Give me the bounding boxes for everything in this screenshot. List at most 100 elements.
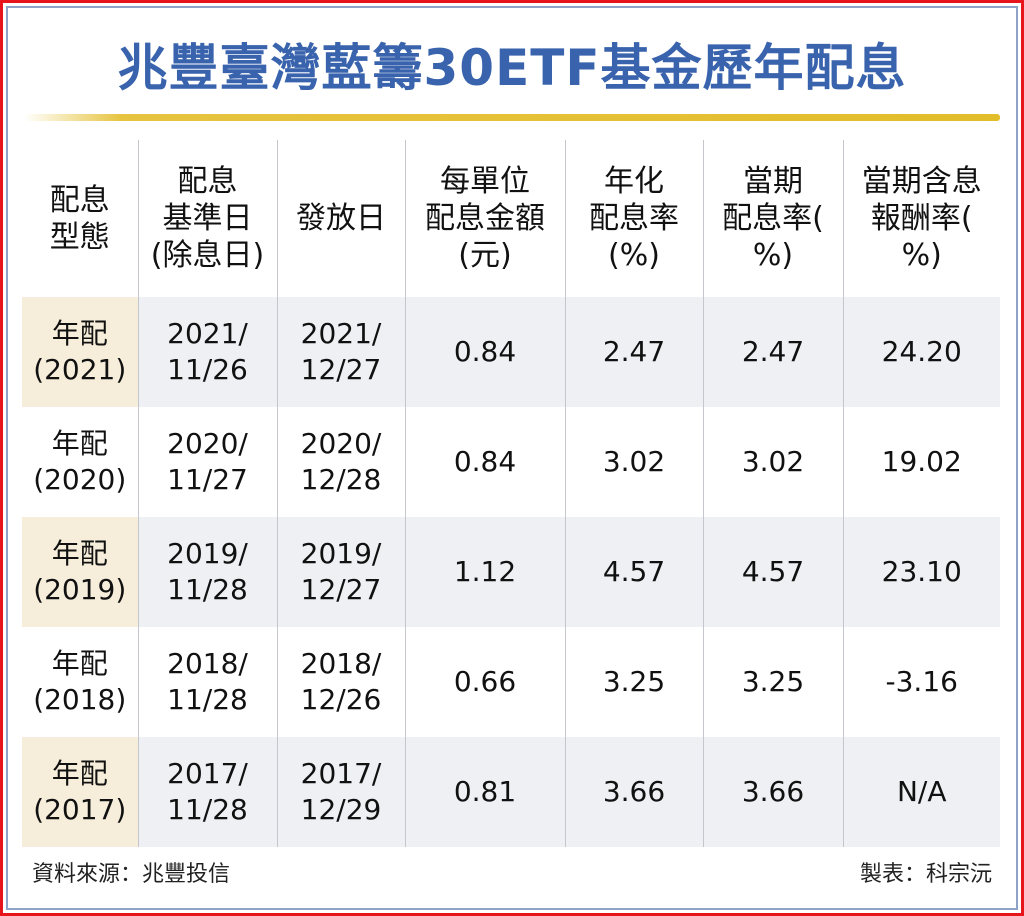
credit-note: 製表：科宗沅 — [859, 862, 992, 887]
cell-line: 12/27 — [300, 353, 382, 386]
cell-period-yield: 3.25 — [702, 627, 843, 737]
cell-pay-date: 2020/12/28 — [276, 407, 405, 517]
header-line: (%) — [608, 238, 660, 273]
cell-line: 11/28 — [167, 683, 248, 716]
header-line: 每單位 — [440, 164, 530, 199]
cell-type: 年配 (2018) — [22, 627, 138, 737]
column-header-amount: 每單位 配息金額 (元) — [404, 140, 565, 297]
header-line: %) — [901, 238, 942, 273]
cell-line: 2018/ — [167, 647, 248, 680]
cell-total-return: 24.20 — [842, 297, 1000, 407]
cell-line: 2020/ — [167, 427, 248, 460]
cell-amount: 0.66 — [404, 627, 565, 737]
header-line: 配息率 — [589, 201, 679, 236]
header-line: 當期含息 — [861, 164, 982, 199]
column-header-pay-date: 發放日 — [276, 140, 405, 297]
cell-annual-yield: 3.66 — [564, 737, 703, 847]
cell-line: (2020) — [33, 463, 127, 496]
cell-line: 2019/ — [300, 537, 382, 570]
cell-line: 12/26 — [300, 683, 382, 716]
cell-line: (2018) — [33, 683, 127, 716]
header-line: 配息金額 — [425, 201, 545, 236]
header-line: 報酬率( — [870, 201, 973, 236]
table-row: 年配 (2021) 2021/11/26 2021/12/27 0.84 2.47 2.47… — [22, 297, 1000, 407]
cell-period-yield: 3.02 — [702, 407, 843, 517]
cell-pay-date: 2019/12/27 — [276, 517, 405, 627]
table-row: 年配 (2017) 2017/11/28 2017/12/29 0.81 3.66 3.66… — [22, 737, 1000, 847]
column-header-type: 配息 型態 — [22, 140, 138, 297]
header-line: 配息率( — [722, 201, 824, 236]
cell-line: (2019) — [33, 573, 127, 606]
cell-type: 年配 (2020) — [22, 407, 138, 517]
cell-pay-date: 2018/12/26 — [276, 627, 405, 737]
header-line: 發放日 — [296, 201, 386, 236]
column-header-period-yield: 當期 配息率(%) — [702, 140, 843, 297]
table-row: 年配 (2020) 2020/11/27 2020/12/28 0.84 3.02 3.02… — [22, 407, 1000, 517]
cell-annual-yield: 3.02 — [564, 407, 703, 517]
cell-line: 11/26 — [167, 353, 248, 386]
cell-amount: 0.81 — [404, 737, 565, 847]
cell-pay-date: 2021/12/27 — [276, 297, 405, 407]
cell-line: 2021/ — [300, 317, 382, 350]
column-header-total-return: 當期含息 報酬率(%) — [842, 140, 1000, 297]
header-line: 當期 — [743, 164, 803, 199]
header-line: 基準日 — [162, 201, 253, 236]
table-row: 年配 (2019) 2019/11/28 2019/12/27 1.12 4.57 4.57… — [22, 517, 1000, 627]
cell-period-yield: 4.57 — [702, 517, 843, 627]
source-note: 資料來源：兆豐投信 — [32, 862, 231, 887]
cell-amount: 1.12 — [404, 517, 565, 627]
header-line: %) — [752, 238, 794, 273]
cell-ex-date: 2020/11/27 — [137, 407, 277, 517]
cell-total-return: -3.16 — [842, 627, 1000, 737]
cell-line: 年配 — [51, 757, 108, 790]
cell-line: 年配 — [51, 427, 108, 460]
cell-line: 12/27 — [300, 573, 382, 606]
cell-annual-yield: 2.47 — [564, 297, 703, 407]
header-row: 配息 型態 配息 基準日 (除息日) 發放日 每單位 配息金額 (元) 年化 配息率 (%) 當期 配息率… — [22, 140, 1000, 297]
cell-type: 年配 (2017) — [22, 737, 138, 847]
page-title: 兆豐臺灣藍籌30ETF基金歷年配息 — [117, 39, 907, 97]
cell-line: 2018/ — [300, 647, 382, 680]
header-line: (元) — [458, 238, 512, 273]
cell-ex-date: 2018/11/28 — [137, 627, 277, 737]
header-line: (除息日) — [150, 238, 265, 273]
cell-annual-yield: 4.57 — [564, 517, 703, 627]
cell-line: 11/28 — [167, 793, 248, 826]
cell-line: 11/28 — [167, 573, 248, 606]
cell-type: 年配 (2019) — [22, 517, 138, 627]
cell-line: (2017) — [33, 793, 127, 826]
inner-border — [6, 6, 1018, 910]
cell-period-yield: 2.47 — [702, 297, 843, 407]
cell-line: 年配 — [51, 647, 108, 680]
cell-line: 2017/ — [300, 757, 382, 790]
cell-line: 2019/ — [167, 537, 248, 570]
cell-pay-date: 2017/12/29 — [276, 737, 405, 847]
cell-line: 12/29 — [300, 793, 382, 826]
column-header-annual-yield: 年化 配息率 (%) — [564, 140, 703, 297]
cell-total-return: 23.10 — [842, 517, 1000, 627]
cell-line: 12/28 — [300, 463, 382, 496]
cell-amount: 0.84 — [404, 297, 565, 407]
cell-line: 11/27 — [167, 463, 248, 496]
header-line: 配息 — [49, 182, 110, 218]
cell-amount: 0.84 — [404, 407, 565, 517]
dividend-table: 配息 型態 配息 基準日 (除息日) 發放日 每單位 配息金額 (元) 年化 配息率 (%) 當期 配息率… — [22, 140, 1000, 847]
cell-line: 2021/ — [167, 317, 248, 350]
header-line: 年化 — [604, 164, 664, 199]
cell-type: 年配 (2021) — [22, 297, 138, 407]
table-row: 年配 (2018) 2018/11/28 2018/12/26 0.66 3.25 3.25… — [22, 627, 1000, 737]
cell-total-return: 19.02 — [842, 407, 1000, 517]
gold-divider — [24, 114, 1000, 121]
cell-line: (2021) — [33, 353, 127, 386]
column-header-ex-date: 配息 基準日 (除息日) — [137, 140, 277, 297]
header-line: 型態 — [49, 219, 110, 255]
cell-line: 2020/ — [300, 427, 382, 460]
cell-line: 年配 — [51, 317, 108, 350]
header-line: 配息 — [177, 164, 238, 199]
cell-total-return: N/A — [842, 737, 1000, 847]
cell-ex-date: 2019/11/28 — [137, 517, 277, 627]
cell-line: 年配 — [51, 537, 108, 570]
cell-line: 2017/ — [167, 757, 248, 790]
cell-ex-date: 2017/11/28 — [137, 737, 277, 847]
